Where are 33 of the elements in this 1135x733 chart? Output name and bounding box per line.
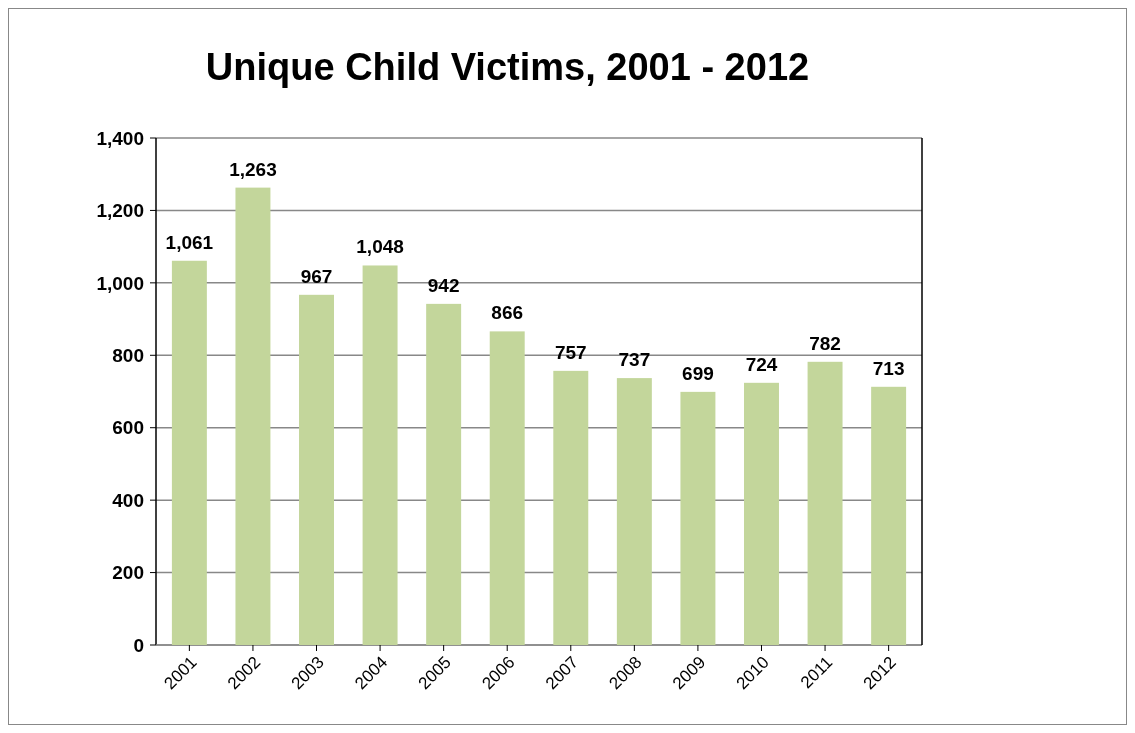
bar: [171, 260, 207, 645]
bar: [426, 303, 462, 645]
bar: [489, 331, 525, 645]
bar: [299, 294, 334, 645]
data-label: 757: [554, 341, 587, 363]
data-label: 1,263: [229, 158, 277, 180]
y-tick-label: 1,200: [96, 200, 144, 222]
y-tick-label: 600: [112, 417, 144, 439]
bar: [362, 265, 398, 645]
data-label: 967: [300, 265, 333, 287]
bar: [680, 391, 716, 645]
y-tick-label: 1,400: [96, 127, 144, 149]
y-tick-label: 0: [133, 634, 144, 656]
data-label: 737: [618, 349, 651, 371]
bar: [807, 361, 843, 645]
bar: [744, 382, 779, 645]
y-tick-label: 1,000: [96, 272, 144, 294]
chart-title: Unique Child Victims, 2001 - 2012: [205, 46, 810, 88]
data-label: 1,048: [356, 236, 404, 258]
bar: [235, 187, 271, 645]
bar: [616, 378, 652, 645]
y-tick-label: 200: [112, 562, 144, 584]
y-tick-label: 400: [112, 489, 144, 511]
data-label: 1,061: [165, 231, 214, 253]
y-tick-label: 800: [112, 344, 144, 366]
data-label: 866: [491, 302, 524, 324]
data-label: 782: [809, 332, 841, 354]
bar: [871, 386, 907, 645]
data-label: 713: [872, 357, 905, 379]
data-label: 699: [682, 362, 714, 384]
data-label: 942: [427, 274, 460, 296]
bar: [553, 370, 589, 645]
data-label: 724: [745, 353, 778, 375]
